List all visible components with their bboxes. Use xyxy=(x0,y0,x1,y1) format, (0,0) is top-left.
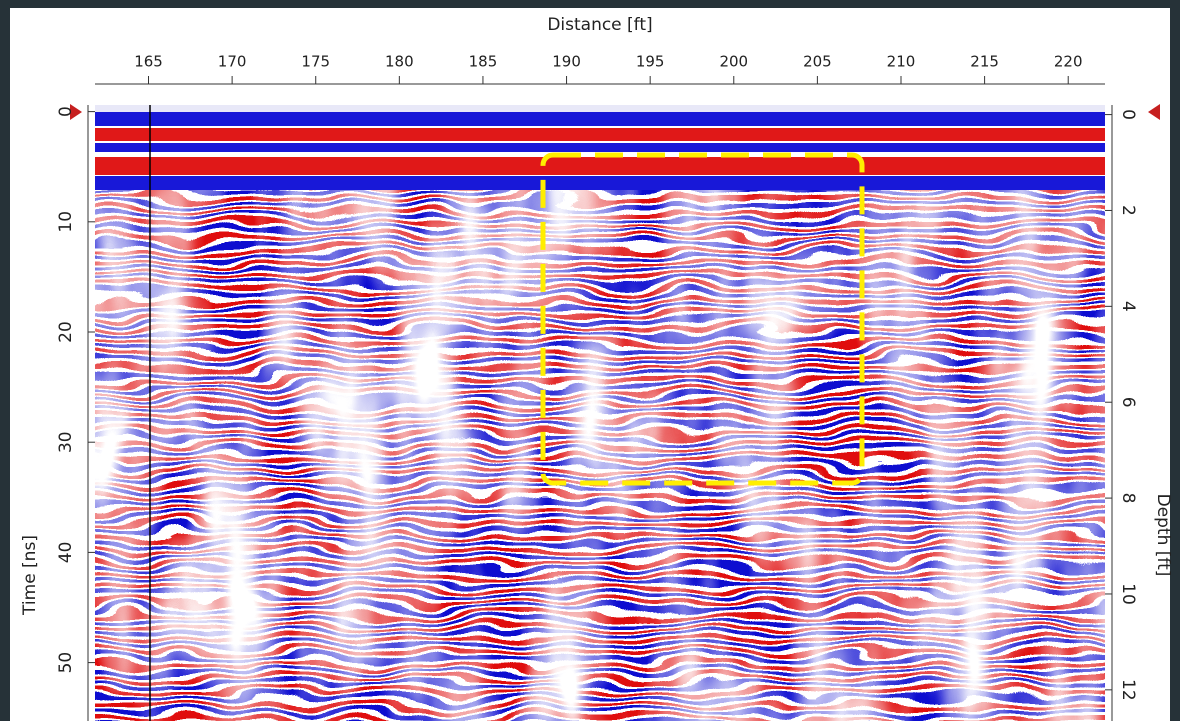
y2-tick-label: 0 xyxy=(1118,109,1138,120)
x-tick-label: 220 xyxy=(1054,53,1083,71)
y-tick-label: 10 xyxy=(56,211,76,233)
x-tick-label: 195 xyxy=(636,53,665,71)
x-tick-label: 165 xyxy=(134,53,163,71)
marker-right xyxy=(1148,104,1160,120)
y2-tick-label: 12 xyxy=(1118,679,1138,701)
x-axis-title: Distance [ft] xyxy=(547,15,652,35)
y-tick-label: 40 xyxy=(56,542,76,564)
y-tick-label: 20 xyxy=(56,321,76,343)
x-tick-label: 170 xyxy=(218,53,247,71)
y2-tick-label: 10 xyxy=(1118,583,1138,605)
x-tick-label: 215 xyxy=(970,53,999,71)
y-axis-title: Time [ns] xyxy=(20,535,40,616)
x-tick-label: 175 xyxy=(301,53,330,71)
y2-tick-label: 6 xyxy=(1118,397,1138,408)
radargram-image xyxy=(95,105,1105,721)
x-tick-label: 200 xyxy=(719,53,748,71)
x-tick-label: 180 xyxy=(385,53,414,71)
x-tick-label: 190 xyxy=(552,53,581,71)
y2-tick-label: 8 xyxy=(1118,493,1138,504)
y2-tick-label: 4 xyxy=(1118,301,1138,312)
x-tick-label: 210 xyxy=(887,53,916,71)
y2-axis-title: Depth [ft] xyxy=(1153,494,1173,577)
marker-left xyxy=(70,104,82,120)
y-tick-label: 50 xyxy=(56,652,76,674)
x-tick-label: 185 xyxy=(469,53,498,71)
y-tick-label: 0 xyxy=(56,106,76,117)
y-tick-label: 30 xyxy=(56,431,76,453)
y2-tick-label: 2 xyxy=(1118,205,1138,216)
x-tick-label: 205 xyxy=(803,53,832,71)
annotation-box xyxy=(540,152,865,486)
